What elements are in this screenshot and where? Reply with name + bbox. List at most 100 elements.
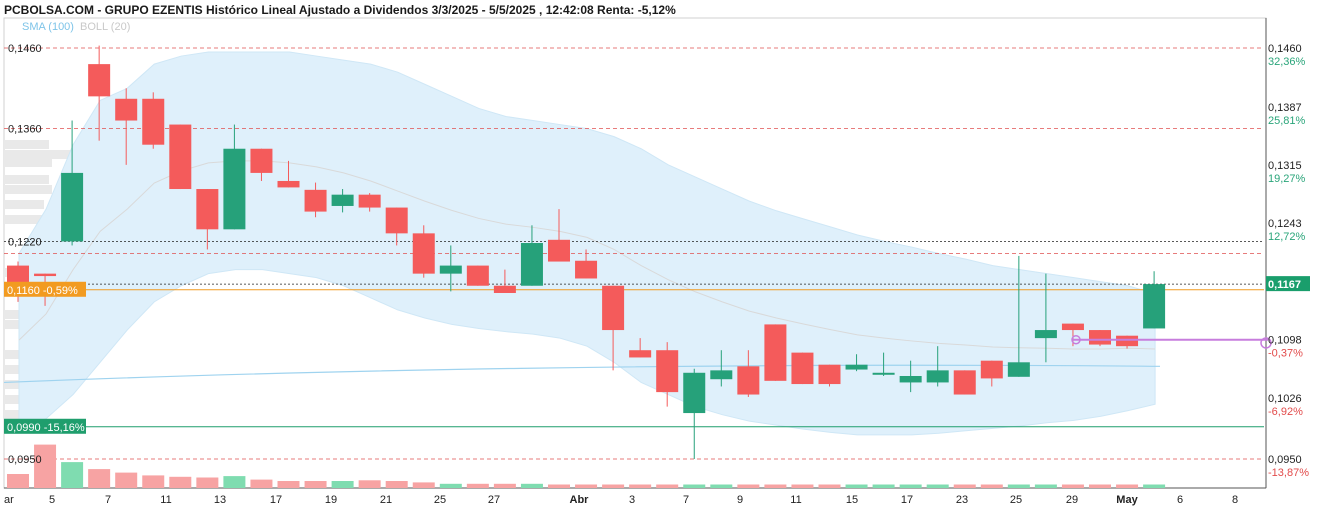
pct-tick-label: -0,37% (1268, 348, 1303, 360)
candle-body (926, 370, 949, 383)
volume-bar (493, 483, 516, 488)
pct-tick-label: -6,92% (1268, 406, 1303, 418)
volume-bar (1089, 484, 1111, 488)
profile-bar (4, 175, 49, 184)
volume-bar (575, 484, 598, 488)
x-tick-label: 25 (1010, 494, 1022, 506)
price-tick-label: 0,1243 (1268, 218, 1302, 230)
candle-body (791, 352, 814, 385)
volume-bar (115, 472, 138, 488)
volume-bar (304, 481, 327, 488)
sma-legend[interactable]: SMA (100) (22, 21, 74, 33)
profile-bar (4, 140, 49, 149)
volume-bar (385, 481, 408, 488)
volume-bar (683, 484, 706, 488)
volume-bar (142, 475, 165, 488)
candle-body (115, 98, 138, 121)
candle-body (845, 364, 868, 370)
left-price-label: 0,1460 (8, 43, 42, 55)
candle-body (1089, 330, 1111, 345)
price-tick-label: 0,0950 (1268, 454, 1302, 466)
x-tick-label: 11 (160, 494, 171, 506)
x-tick-label: 8 (1232, 494, 1238, 506)
x-tick-label: 17 (901, 494, 913, 506)
pct-tick-label: 25,81% (1268, 115, 1306, 127)
last-price-tag (1266, 276, 1310, 292)
boll-legend[interactable]: BOLL (20) (80, 21, 131, 33)
volume-bar (358, 480, 381, 488)
candle-body (629, 350, 652, 358)
ref-price-label: 0,1160 -0,59% (7, 285, 78, 297)
x-axis-labels: ar 5 7 11 13 17 19 21 25 27 Abr 3 7 9 11 15 17 23 25 29 May 6… (4, 494, 1238, 506)
volume-bar (899, 484, 922, 488)
candle-body (439, 265, 462, 274)
profile-bar (4, 200, 44, 209)
volume-bar (277, 481, 300, 488)
volume-bar (61, 462, 84, 488)
sma-line (3, 364, 1161, 384)
left-axis-labels: 0,1460 0,1360 0,1220 0,0950 (8, 43, 42, 466)
volume-bar (602, 484, 625, 488)
volume-bar (196, 477, 219, 488)
candle-body (575, 260, 598, 279)
pct-tick-label: 32,36% (1268, 56, 1306, 68)
x-tick-label: 19 (325, 494, 337, 506)
volume-bar (223, 476, 246, 488)
pct-tick-label: 12,72% (1268, 231, 1306, 243)
price-tick-label: 0,1460 (1268, 43, 1302, 55)
volume-bar (1143, 484, 1166, 488)
profile-bar (4, 158, 52, 167)
x-tick-label: May (1116, 494, 1138, 506)
candle-body (764, 324, 787, 381)
volume-bar (412, 482, 435, 488)
x-tick-label: 17 (270, 494, 282, 506)
volume-bar (791, 484, 814, 488)
candle-body (818, 364, 841, 385)
indicator-legend[interactable]: SMA (100) BOLL (20) (22, 21, 130, 33)
price-tick-label: 0,1026 (1268, 393, 1302, 405)
low-price-tag (4, 418, 86, 434)
volume-bar (466, 483, 489, 488)
candle-body (412, 233, 435, 274)
bollinger-mid (18, 160, 1156, 350)
candle-body (872, 372, 895, 375)
x-tick-label: 15 (846, 494, 858, 506)
candle-body (1061, 323, 1084, 331)
volume-bar (1116, 484, 1139, 488)
candle-body (710, 370, 733, 380)
volume-bar (980, 484, 1003, 488)
ref-price-tag (4, 281, 86, 297)
volume-bars (7, 444, 1166, 488)
candle-body (683, 372, 706, 414)
volume-bar (1061, 484, 1084, 488)
x-tick-label: 7 (105, 494, 111, 506)
candle-body (34, 273, 57, 277)
volume-bar (710, 484, 733, 488)
left-price-label: 0,0950 (8, 454, 42, 466)
bollinger-band (18, 51, 1156, 436)
profile-bar (4, 185, 52, 194)
candle-body (142, 98, 165, 145)
x-tick-label: 5 (49, 494, 55, 506)
x-tick-label: 11 (790, 494, 801, 506)
candle-body (358, 194, 381, 208)
candle-body (196, 189, 219, 230)
volume-bar (1034, 484, 1057, 488)
x-tick-label: 21 (380, 494, 392, 506)
candle-body (602, 285, 625, 331)
price-tick-label: 0,1387 (1268, 102, 1302, 114)
pct-tick-label: 19,27% (1268, 173, 1306, 185)
candle-body (980, 360, 1003, 379)
volume-bar (439, 483, 462, 488)
profile-bar (4, 215, 46, 224)
volume-bar (548, 484, 570, 488)
volume-bar (7, 474, 29, 488)
chart-title: PCBOLSA.COM - GRUPO EZENTIS Histórico Li… (4, 3, 676, 17)
candle-body (953, 370, 976, 395)
marker-circle (1260, 337, 1272, 349)
volume-bar (34, 444, 57, 488)
volume-bar (520, 483, 543, 488)
